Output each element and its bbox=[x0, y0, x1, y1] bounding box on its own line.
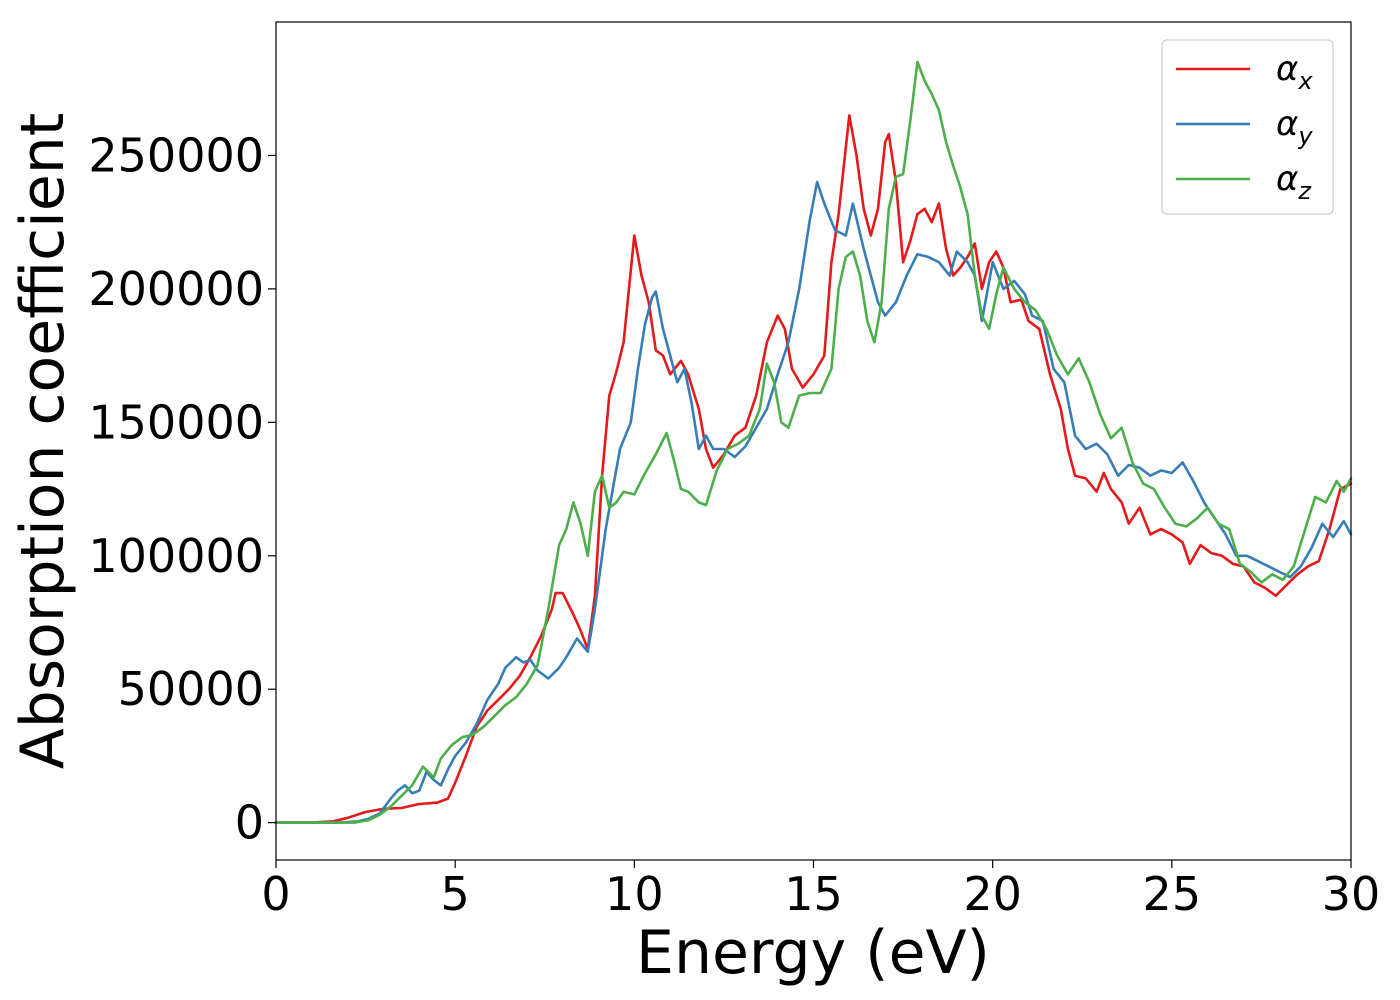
legend-label-z: αz bbox=[1276, 159, 1312, 205]
legend-subscript: x bbox=[1297, 67, 1313, 95]
x-tick-label: 20 bbox=[963, 867, 1022, 921]
legend-label-x: αx bbox=[1276, 49, 1313, 95]
x-tick-label: 10 bbox=[605, 867, 664, 921]
series-line-x bbox=[274, 114, 1353, 824]
y-tick-label: 150000 bbox=[88, 395, 264, 449]
series-line-z bbox=[274, 60, 1353, 824]
series-line-y bbox=[274, 180, 1353, 824]
series-layer bbox=[274, 60, 1353, 824]
y-tick-label: 200000 bbox=[88, 262, 264, 316]
x-tick-label: 5 bbox=[441, 867, 470, 921]
y-tick-label: 100000 bbox=[88, 529, 264, 583]
legend-label-y: αy bbox=[1276, 104, 1313, 150]
y-axis-label: Absorption coefficient bbox=[8, 113, 78, 770]
x-tick-label: 25 bbox=[1143, 867, 1202, 921]
y-axis-ticks: 0 50000 100000 150000 200000 250000 bbox=[88, 128, 276, 850]
y-tick-label: 0 bbox=[235, 796, 264, 850]
legend-subscript: y bbox=[1297, 122, 1313, 150]
x-axis-label: Energy (eV) bbox=[636, 918, 990, 988]
y-tick-label: 50000 bbox=[118, 662, 264, 716]
x-tick-label: 30 bbox=[1322, 867, 1381, 921]
y-tick-label: 250000 bbox=[88, 128, 264, 182]
legend-subscript: z bbox=[1297, 177, 1312, 205]
x-tick-label: 0 bbox=[261, 867, 290, 921]
legend-symbol: α bbox=[1276, 49, 1298, 89]
legend-box bbox=[1161, 39, 1334, 215]
x-axis-ticks: 0 5 10 15 20 25 30 bbox=[261, 860, 1380, 921]
legend-symbol: α bbox=[1276, 104, 1298, 144]
x-tick-label: 15 bbox=[784, 867, 843, 921]
legend-symbol: α bbox=[1276, 159, 1298, 199]
